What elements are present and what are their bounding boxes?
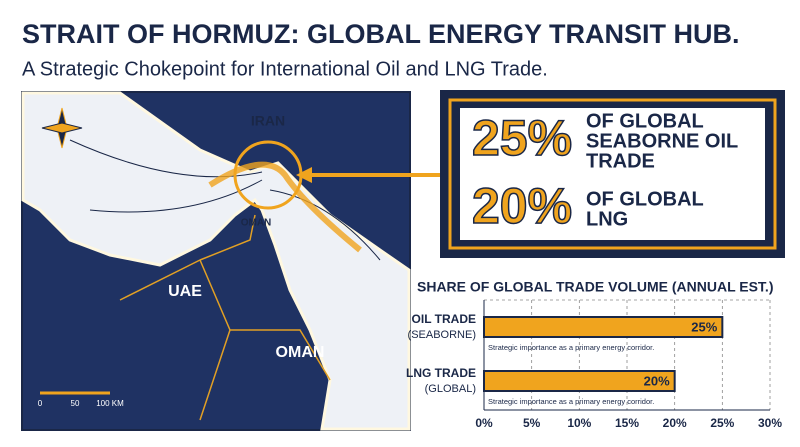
subtitle: A Strategic Chokepoint for International… — [22, 58, 548, 80]
bar-annotation: Strategic importance as a primary energy… — [488, 397, 654, 406]
x-tick-label: 10% — [567, 416, 591, 430]
compass — [41, 107, 83, 149]
scale-label: 50 — [71, 399, 80, 408]
value-label: 25% — [691, 319, 717, 334]
title: STRAIT OF HORMUZ: GLOBAL ENERGY TRANSIT … — [22, 19, 740, 49]
x-tick-label: 15% — [615, 416, 639, 430]
map-label: UAE — [168, 283, 202, 300]
arrow-head — [296, 167, 312, 183]
callout-inner — [460, 108, 765, 240]
x-tick-label: 20% — [663, 416, 687, 430]
shipping-routes — [69, 139, 381, 261]
scale-label: 100 KM — [96, 399, 124, 408]
bar — [483, 316, 724, 338]
map-label: OMAN — [241, 218, 272, 229]
value-label: 20% — [644, 373, 670, 388]
category-sublabel: (SEABORNE) — [408, 329, 476, 341]
stat-text: LNG — [586, 208, 628, 230]
stat-value: 20% — [472, 178, 572, 234]
map-label: OMAN — [276, 344, 325, 361]
bar — [483, 370, 676, 392]
x-tick-label: 5% — [523, 416, 541, 430]
borders — [119, 214, 331, 421]
x-tick-label: 30% — [758, 416, 782, 430]
stat-text: TRADE — [586, 150, 655, 172]
map-label: IRAN — [251, 113, 285, 129]
stat-text: OF GLOBAL — [586, 110, 704, 132]
scale-label: 0 — [38, 399, 43, 408]
gulf-water — [21, 91, 411, 431]
stat-value: 25% — [472, 110, 572, 166]
category-label: OIL TRADE — [412, 312, 476, 326]
category-label: LNG TRADE — [406, 366, 476, 380]
bar-annotation: Strategic importance as a primary energy… — [488, 343, 654, 352]
strait-route — [208, 161, 362, 253]
callout — [440, 90, 785, 258]
x-tick-label: 0% — [475, 416, 493, 430]
map — [21, 91, 440, 431]
category-sublabel: (GLOBAL) — [425, 383, 476, 395]
stat-text: OF GLOBAL — [586, 188, 704, 210]
chart-title: SHARE OF GLOBAL TRADE VOLUME (ANNUAL EST… — [417, 279, 774, 295]
x-tick-label: 25% — [710, 416, 734, 430]
stat-text: SEABORNE OIL — [586, 130, 738, 152]
callout-frame — [448, 98, 777, 250]
